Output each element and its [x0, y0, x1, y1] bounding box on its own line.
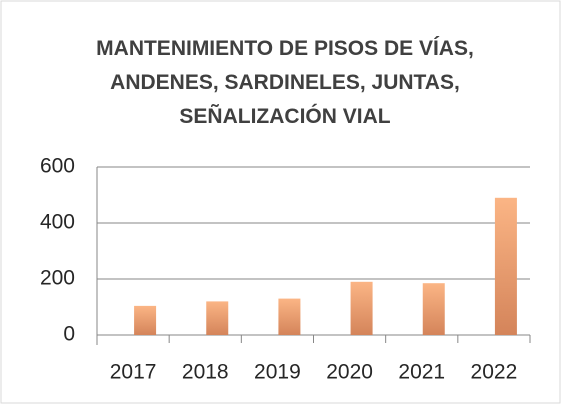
x-tick-label: 2022 [471, 361, 518, 384]
bar [278, 298, 301, 335]
x-tick-label: 2017 [110, 361, 157, 384]
x-tick-label: 2021 [398, 361, 445, 384]
chart-title: MANTENIMIENTO DE PISOS DE VÍAS, ANDENES,… [96, 37, 474, 128]
bar [134, 305, 157, 335]
x-tick-label: 2018 [182, 361, 229, 384]
y-tick-label: 0 [63, 323, 75, 346]
bar [350, 281, 373, 335]
bar [494, 197, 517, 335]
bar [206, 301, 229, 335]
x-tick-label: 2020 [326, 361, 373, 384]
y-tick-label: 600 [40, 155, 75, 178]
y-tick-label: 400 [40, 211, 75, 234]
bar [422, 283, 445, 335]
y-tick-label: 200 [40, 267, 75, 290]
x-tick-label: 2019 [254, 361, 301, 384]
